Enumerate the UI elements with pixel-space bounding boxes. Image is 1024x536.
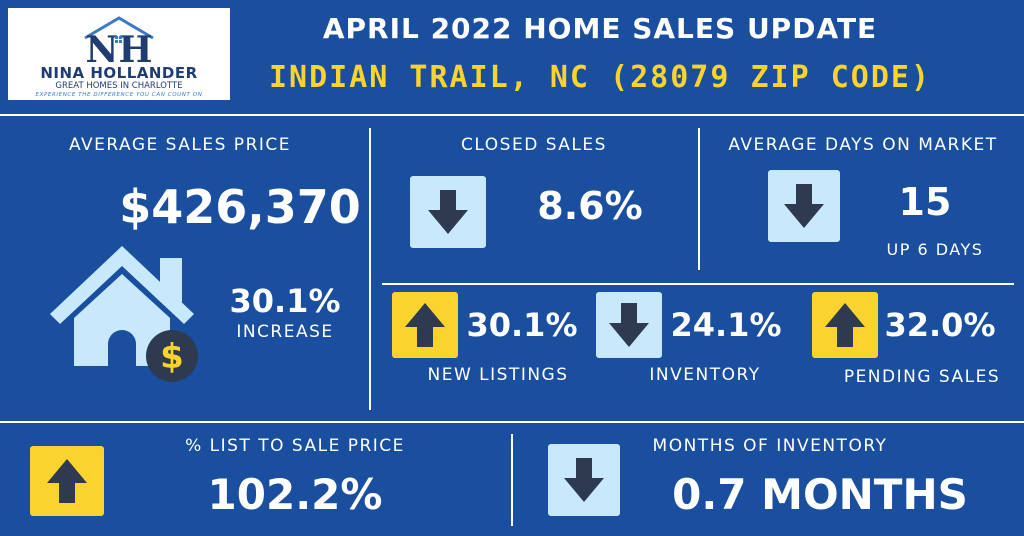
- months-inventory-label: MONTHS OF INVENTORY: [652, 436, 888, 456]
- months-inventory-down-arrow-box: [548, 444, 620, 516]
- divider-vertical-2: [698, 128, 700, 270]
- list-to-sale-value: 102.2%: [207, 470, 383, 519]
- new-listings-label: NEW LISTINGS: [427, 365, 569, 385]
- avg-sales-price-label: AVERAGE SALES PRICE: [68, 135, 292, 155]
- divider-vertical-3: [511, 434, 513, 526]
- inventory-down-arrow-box: [596, 292, 662, 358]
- svg-text:$: $: [160, 337, 184, 377]
- logo-name: NINA HOLLANDER: [40, 64, 198, 82]
- divider-top: [0, 114, 1024, 116]
- list-to-sale-up-arrow-box: [30, 446, 104, 516]
- days-on-market-down-arrow-box: [768, 170, 840, 242]
- dollar-coin-icon: $: [146, 330, 198, 382]
- arrow-down-icon: [784, 184, 824, 228]
- svg-text:NH: NH: [86, 29, 153, 66]
- page-title: APRIL 2022 HOME SALES UPDATE: [322, 12, 878, 45]
- pending-sales-up-arrow-box: [812, 292, 878, 358]
- logo-slogan: EXPERIENCE THE DIFFERENCE YOU CAN COUNT …: [35, 92, 203, 98]
- closed-sales-down-arrow-box: [410, 176, 486, 248]
- avg-sales-price-change-note: INCREASE: [236, 322, 334, 342]
- days-on-market-value: 15: [898, 180, 952, 224]
- pending-sales-label: PENDING SALES: [843, 367, 1001, 387]
- house-icon: [50, 246, 194, 366]
- divider-bottom: [0, 421, 1024, 423]
- logo-monogram-icon: NH: [84, 16, 154, 66]
- arrow-down-icon: [428, 190, 468, 234]
- arrow-down-icon: [609, 303, 649, 347]
- logo: NH NINA HOLLANDER GREAT HOMES IN CHARLOT…: [8, 8, 230, 100]
- pending-sales-value: 32.0%: [884, 306, 996, 344]
- closed-sales-value: 8.6%: [537, 184, 643, 228]
- days-on-market-label: AVERAGE DAYS ON MARKET: [728, 135, 998, 155]
- divider-vertical-1: [369, 128, 371, 410]
- inventory-value: 24.1%: [670, 306, 782, 344]
- arrow-up-icon: [47, 459, 87, 503]
- new-listings-value: 30.1%: [466, 306, 578, 344]
- avg-sales-price-change: 30.1%: [229, 282, 341, 320]
- list-to-sale-label: % LIST TO SALE PRICE: [185, 436, 405, 456]
- arrow-up-icon: [825, 303, 865, 347]
- days-on-market-note: UP 6 DAYS: [886, 240, 984, 259]
- new-listings-up-arrow-box: [392, 292, 458, 358]
- arrow-down-icon: [564, 458, 604, 502]
- logo-tagline: GREAT HOMES IN CHARLOTTE: [55, 81, 183, 91]
- closed-sales-label: CLOSED SALES: [461, 135, 607, 155]
- inventory-label: INVENTORY: [649, 365, 761, 385]
- months-inventory-value: 0.7 MONTHS: [672, 470, 968, 519]
- arrow-up-icon: [405, 303, 445, 347]
- avg-sales-price-value: $426,370: [119, 180, 361, 234]
- page-subtitle: INDIAN TRAIL, NC (28079 ZIP CODE): [268, 60, 932, 95]
- divider-middle: [382, 283, 1014, 285]
